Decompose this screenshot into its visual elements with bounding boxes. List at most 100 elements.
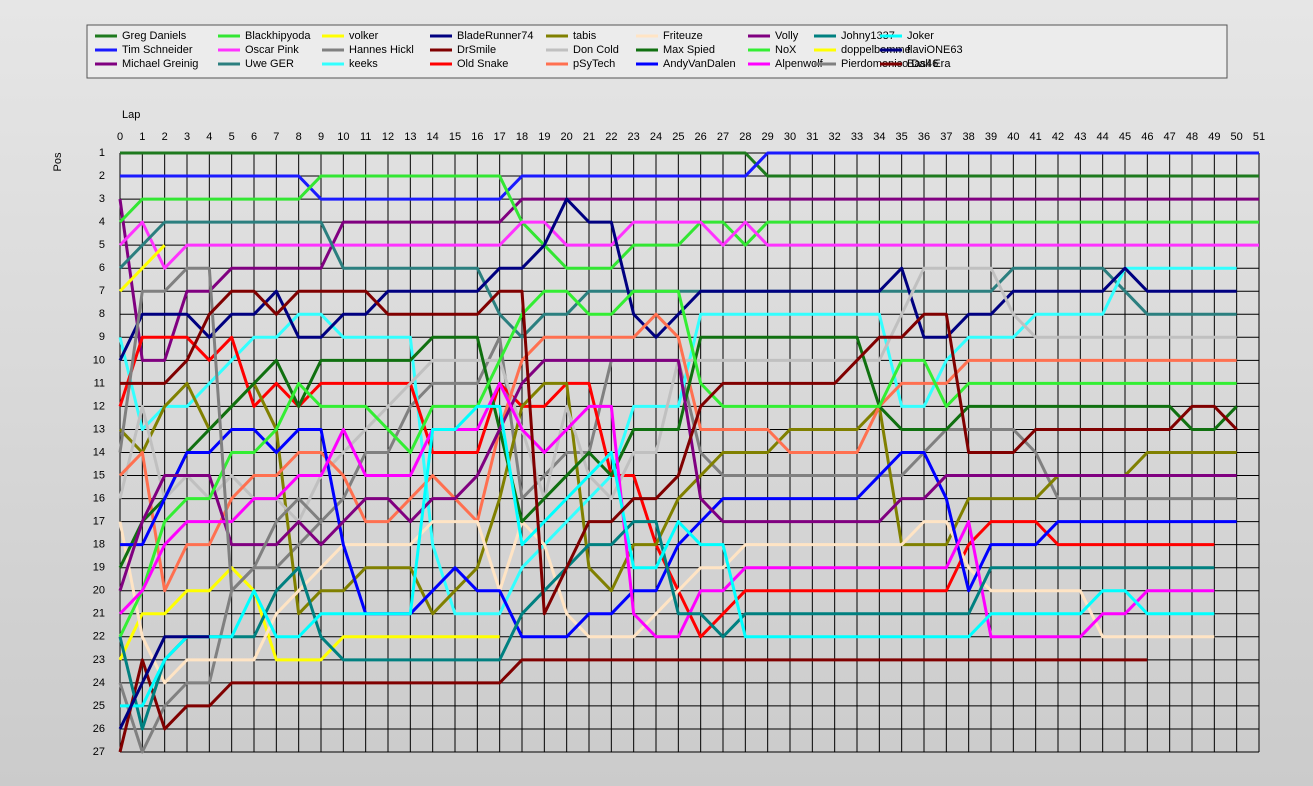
x-tick-label: 35 [896, 131, 908, 143]
x-tick-label: 29 [762, 131, 774, 143]
series-line [118, 658, 1148, 753]
legend-label: Max Spied [663, 44, 715, 56]
x-tick-label: 33 [851, 131, 863, 143]
x-tick-label: 31 [806, 131, 818, 143]
series-line [120, 289, 1238, 616]
legend-label: volker [349, 30, 379, 42]
y-tick-label: 13 [93, 423, 105, 435]
y-tick-label: 12 [93, 400, 105, 412]
x-tick-label: 38 [963, 131, 975, 143]
x-tick-label: 14 [427, 131, 439, 143]
series-line [118, 244, 166, 293]
y-tick-label: 25 [93, 700, 105, 712]
legend-label: Bas46 [907, 58, 938, 70]
series-line [120, 404, 1215, 708]
x-tick-label: 2 [162, 131, 168, 143]
series-line [118, 220, 1259, 270]
series-line [118, 520, 1215, 685]
legend-label: Hannes Hickl [349, 44, 414, 56]
x-tick-label: 1 [139, 131, 145, 143]
legend-label: Greg Daniels [122, 30, 187, 42]
series-line [118, 520, 1215, 731]
y-tick-label: 1 [99, 147, 105, 159]
x-tick-label: 22 [605, 131, 617, 143]
x-tick-label: 17 [494, 131, 506, 143]
y-tick-label: 26 [93, 723, 105, 735]
y-tick-label: 9 [99, 331, 105, 343]
series-line [120, 427, 1237, 639]
x-tick-label: 50 [1231, 131, 1243, 143]
x-tick-label: 36 [918, 131, 930, 143]
x-tick-label: 20 [561, 131, 573, 143]
y-tick-label: 23 [93, 654, 105, 666]
series-line [118, 266, 323, 593]
x-tick-label: 28 [739, 131, 751, 143]
y-tick-label: 7 [99, 285, 105, 297]
x-tick-label: 44 [1097, 131, 1109, 143]
x-tick-label: 7 [273, 131, 279, 143]
x-tick-label: 37 [940, 131, 952, 143]
x-tick-label: 45 [1119, 131, 1131, 143]
x-tick-label: 11 [360, 131, 371, 143]
y-tick-label: 19 [93, 562, 105, 574]
x-tick-label: 8 [296, 131, 302, 143]
x-tick-label: 15 [449, 131, 461, 143]
series-line [118, 566, 500, 662]
x-tick-label: 25 [672, 131, 684, 143]
legend-label: Oscar Pink [245, 44, 299, 56]
x-tick-label: 42 [1052, 131, 1064, 143]
legend-label: Uwe GER [245, 58, 294, 70]
x-tick-label: 26 [695, 131, 707, 143]
legend-label: DrSmile [457, 44, 496, 56]
x-tick-label: 30 [784, 131, 796, 143]
y-tick-label: 2 [99, 170, 105, 182]
x-tick-label: 9 [318, 131, 324, 143]
x-tick-label: 18 [516, 131, 528, 143]
series-line [118, 635, 210, 730]
x-tick-label: 39 [985, 131, 997, 143]
x-tick-label: 47 [1164, 131, 1176, 143]
legend-label: Tim Schneider [122, 44, 193, 56]
legend-label: AndyVanDalen [663, 58, 736, 70]
series-line [118, 312, 1237, 593]
x-tick-label: 5 [229, 131, 235, 143]
legend-label: NoX [775, 44, 797, 56]
series-line [118, 197, 1259, 362]
x-tick-label: 16 [471, 131, 483, 143]
x-tick-label: 48 [1186, 131, 1198, 143]
x-tick-label: 46 [1141, 131, 1153, 143]
x-tick-label: 4 [206, 131, 212, 143]
y-tick-label: 10 [93, 354, 105, 366]
legend-label: flaviONE63 [907, 44, 963, 56]
y-tick-label: 18 [93, 539, 105, 551]
series-line [118, 289, 1237, 638]
x-tick-label: 49 [1208, 131, 1220, 143]
legend-label: Michael Greinig [122, 58, 198, 70]
x-tick-label: 13 [404, 131, 416, 143]
y-tick-label: 5 [99, 239, 105, 251]
x-tick-label: 12 [382, 131, 394, 143]
series-line [118, 381, 1215, 639]
legend-label: BladeRunner74 [457, 30, 533, 42]
legend-label: Old Snake [457, 58, 508, 70]
y-tick-label: 11 [94, 377, 105, 389]
x-tick-label: 23 [628, 131, 640, 143]
legend-label: Joker [907, 30, 934, 42]
x-tick-label: 10 [337, 131, 349, 143]
x-tick-label: 34 [873, 131, 885, 143]
y-axis-label: Pos [52, 152, 64, 171]
y-tick-label: 16 [93, 492, 105, 504]
x-tick-label: 24 [650, 131, 662, 143]
y-tick-label: 4 [99, 216, 105, 228]
y-tick-label: 8 [99, 308, 105, 320]
legend-label: Friteuze [663, 30, 703, 42]
x-axis-label: Lap [122, 109, 140, 121]
x-tick-label: 40 [1007, 131, 1019, 143]
y-tick-label: 22 [93, 631, 105, 643]
legend-label: Volly [775, 30, 799, 42]
y-tick-label: 24 [93, 677, 105, 689]
x-tick-label: 32 [829, 131, 841, 143]
x-tick-label: 27 [717, 131, 729, 143]
